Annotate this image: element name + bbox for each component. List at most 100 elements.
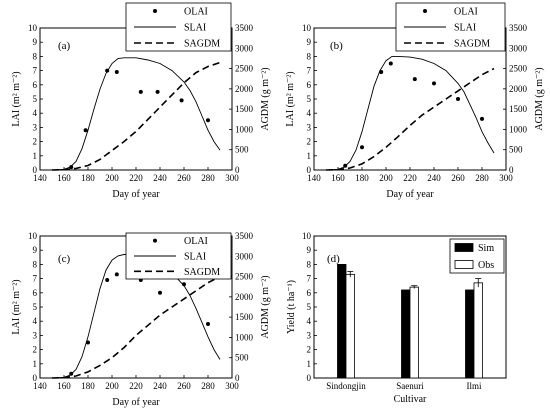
y-left-axis-label: LAI (m² m⁻²) (285, 71, 296, 126)
x-tick-label: 300 (225, 381, 239, 391)
y-right-tick-label: 1500 (235, 104, 254, 114)
x-tick-label: 240 (153, 381, 167, 391)
y-right-tick-label: 3500 (235, 231, 254, 241)
y-right-tick-label: 2000 (509, 84, 528, 94)
x-tick-label: 260 (177, 173, 191, 183)
legend-marker-olai (153, 238, 157, 243)
y-left-tick-label: 7 (33, 66, 38, 76)
series-line-slai (51, 254, 221, 379)
y-left-tick-label: 8 (33, 259, 38, 269)
y-right-axis-label: AGDM (g m⁻²) (260, 275, 271, 338)
x-tick-label: 160 (331, 173, 345, 183)
x-tick-label: 180 (355, 173, 369, 183)
y-left-tick-label: 7 (307, 66, 312, 76)
data-point-olai (138, 89, 143, 94)
legend-label: SAGDM (184, 267, 220, 278)
y-left-tick-label: 2 (33, 345, 38, 355)
x-tick-label: 200 (379, 173, 393, 183)
data-point-olai (432, 81, 436, 86)
y-right-tick-label: 500 (235, 145, 249, 155)
x-tick-label: 220 (403, 173, 417, 183)
y-right-tick-label: 3500 (509, 23, 528, 33)
x-tick-label: 220 (129, 173, 143, 183)
y-tick-label: 0 (307, 373, 312, 383)
legend-marker-olai (423, 9, 427, 13)
y-left-tick-label: 1 (33, 151, 38, 161)
x-category-label: Saenuri (396, 381, 424, 391)
x-tick-label: 160 (57, 173, 71, 183)
y-left-tick-label: 2 (307, 137, 312, 147)
y-left-tick-label: 8 (33, 51, 38, 61)
y-left-tick-label: 8 (307, 51, 312, 61)
y-tick-label: 1 (307, 359, 312, 369)
legend: OLAI SLAI SAGDM (125, 232, 232, 280)
data-point-olai (360, 145, 364, 150)
y-left-tick-label: 6 (33, 288, 38, 298)
x-tick-label: 300 (225, 173, 239, 183)
series-line-slai (325, 55, 495, 171)
legend-label: SLAI (454, 23, 476, 34)
x-tick-label: 280 (475, 173, 489, 183)
y-right-tick-label: 2000 (235, 84, 254, 94)
data-point-olai (155, 89, 160, 94)
panel-4: 0 1 2 3 4 5 6 7 8 9 10 Sindongjin Saenuri Ilmi Cultiva… (286, 231, 507, 405)
data-point-olai (206, 322, 210, 327)
y-left-tick-label: 7 (33, 274, 38, 284)
y-left-tick-label: 5 (307, 94, 312, 104)
legend: OLAI SLAI SAGDM (125, 2, 232, 52)
bar-sim (465, 289, 475, 379)
y-right-tick-label: 3000 (235, 43, 254, 53)
legend: Sim Obs (449, 238, 505, 274)
series-line-sagdm (325, 67, 495, 171)
y-left-tick-label: 0 (307, 165, 312, 175)
x-tick-label: 160 (57, 381, 71, 391)
x-tick-label: 240 (153, 173, 167, 183)
legend: OLAI SLAI SAGDM (395, 2, 506, 52)
data-point-olai (179, 98, 184, 103)
legend-label: OLAI (454, 7, 478, 18)
x-tick-label: 220 (129, 381, 143, 391)
panel-label: (d) (327, 253, 340, 265)
legend-swatch-obs (454, 260, 474, 269)
panel-label: (a) (58, 40, 71, 52)
legend-swatch-sim (454, 243, 474, 252)
x-tick-label: 200 (105, 173, 119, 183)
data-point-olai (69, 165, 74, 170)
bar-sim (337, 263, 347, 379)
y-tick-label: 9 (307, 245, 312, 255)
x-tick-label: 240 (427, 173, 441, 183)
y-right-tick-label: 0 (235, 373, 240, 383)
y-right-tick-label: 2500 (235, 272, 254, 282)
y-tick-label: 10 (302, 231, 312, 241)
y-right-axis-label: AGDM (g m⁻²) (260, 67, 271, 130)
bar-obs (473, 282, 483, 379)
y-right-axis-label: AGDM (g m⁻²) (534, 67, 545, 130)
y-left-tick-label: 3 (307, 122, 312, 132)
data-point-olai (388, 61, 393, 66)
y-right-tick-label: 1000 (235, 124, 254, 134)
y-left-tick-label: 3 (33, 122, 38, 132)
data-point-olai (83, 128, 88, 133)
data-point-olai (105, 278, 110, 283)
y-right-tick-label: 1000 (235, 332, 254, 342)
y-left-tick-label: 10 (28, 23, 38, 33)
y-right-tick-label: 3500 (235, 23, 254, 33)
series-line-sagdm (51, 61, 221, 171)
data-point-olai (158, 290, 162, 295)
x-tick-label: 280 (201, 173, 215, 183)
x-category-label: Sindongjin (326, 381, 366, 391)
y-tick-label: 6 (307, 288, 312, 298)
y-left-tick-label: 5 (33, 302, 38, 312)
y-right-tick-label: 500 (235, 353, 249, 363)
panel-3: 140 160 180 200 220 240 260 280 3000123456789100… (11, 231, 271, 408)
y-left-tick-label: 2 (33, 137, 38, 147)
x-tick-label: 180 (81, 381, 95, 391)
data-point-olai (114, 70, 119, 75)
x-axis-label: Day of year (112, 397, 160, 408)
y-left-tick-label: 10 (28, 231, 38, 241)
y-left-tick-label: 10 (302, 23, 312, 33)
x-tick-label: 200 (105, 381, 119, 391)
x-tick-label: 180 (81, 173, 95, 183)
